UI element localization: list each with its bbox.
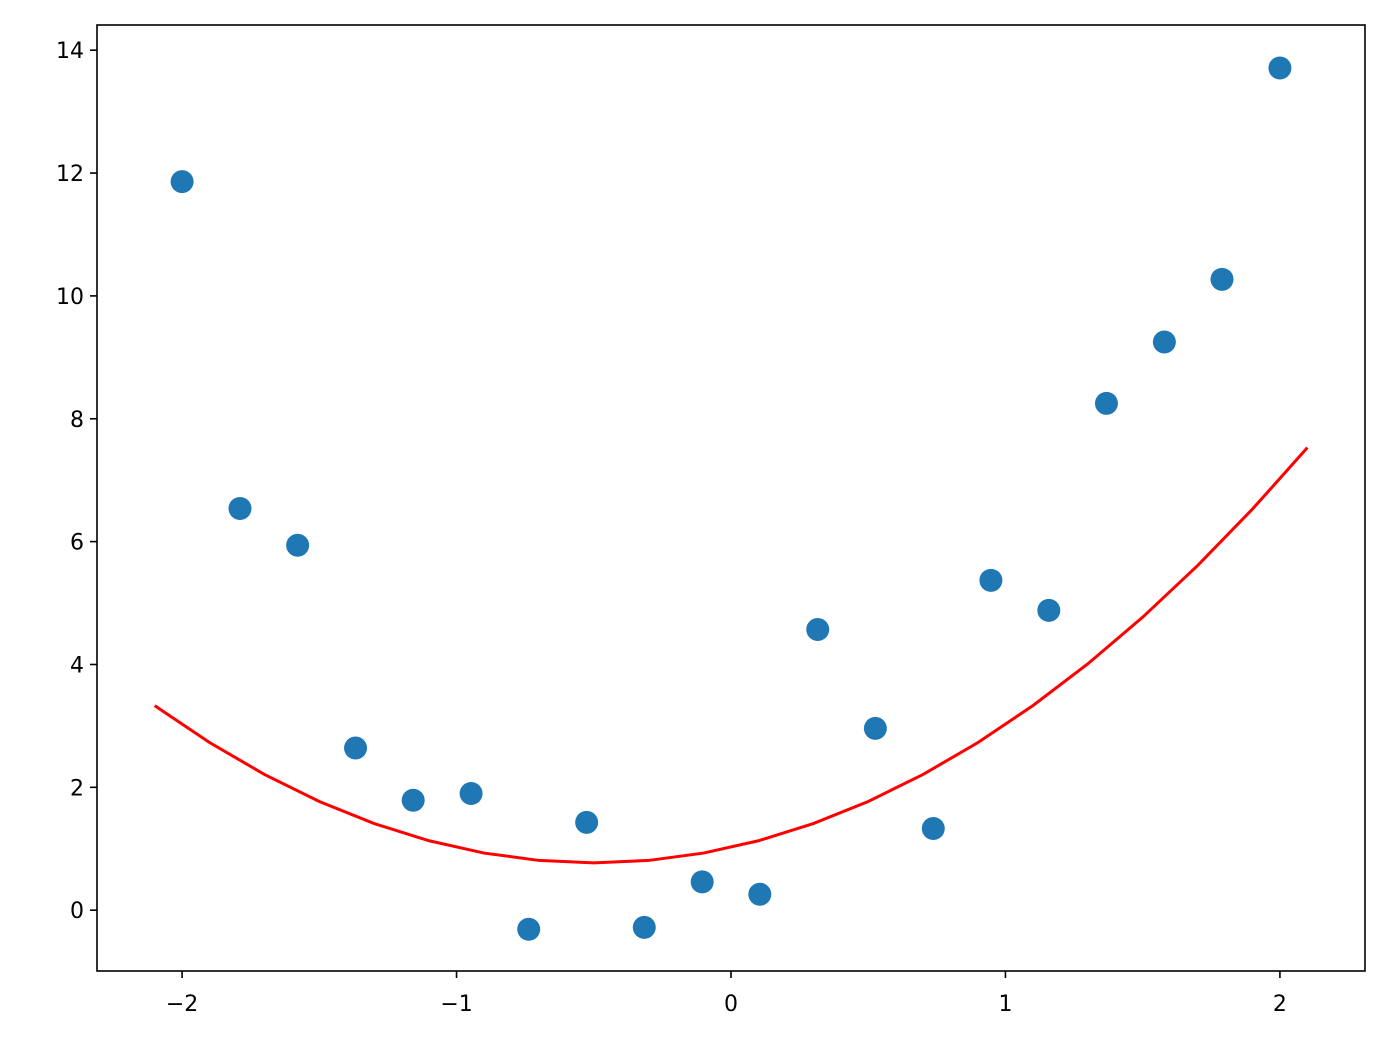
y-tick-label: 2 xyxy=(70,776,84,801)
scatter-point xyxy=(863,716,887,740)
y-tick-label: 10 xyxy=(56,285,84,310)
y-tick-label: 0 xyxy=(70,899,84,924)
scatter-point xyxy=(979,568,1003,592)
y-tick-label: 6 xyxy=(70,531,84,556)
scatter-point xyxy=(401,788,425,812)
scatter-point xyxy=(1037,598,1061,622)
plot-frame xyxy=(96,24,1366,972)
scatter-point xyxy=(1152,330,1176,354)
scatter-point xyxy=(806,617,830,641)
scatter-point xyxy=(228,496,252,520)
x-tick-label: −2 xyxy=(166,992,198,1017)
scatter-point xyxy=(286,533,310,557)
y-tick-label: 8 xyxy=(70,408,84,433)
scatter-point xyxy=(459,781,483,805)
fit-line xyxy=(153,446,1309,865)
scatter-point xyxy=(344,736,368,760)
x-tick-label: 2 xyxy=(1273,992,1287,1017)
scatter-point xyxy=(632,915,656,939)
scatter-point xyxy=(690,870,714,894)
x-tick-label: −1 xyxy=(440,992,472,1017)
y-tick-label: 14 xyxy=(56,39,84,64)
y-tick-label: 4 xyxy=(70,653,84,678)
scatter-point xyxy=(1210,267,1234,291)
scatter-point xyxy=(1094,391,1118,415)
scatter-point xyxy=(748,882,772,906)
x-tick-label: 0 xyxy=(724,992,738,1017)
scatter-point xyxy=(517,917,541,941)
scatter-point xyxy=(921,816,945,840)
scatter-point xyxy=(170,170,194,194)
y-tick-label: 12 xyxy=(56,162,84,187)
x-tick-label: 1 xyxy=(998,992,1012,1017)
scatter-point xyxy=(1268,56,1292,80)
scatter-point xyxy=(575,810,599,834)
